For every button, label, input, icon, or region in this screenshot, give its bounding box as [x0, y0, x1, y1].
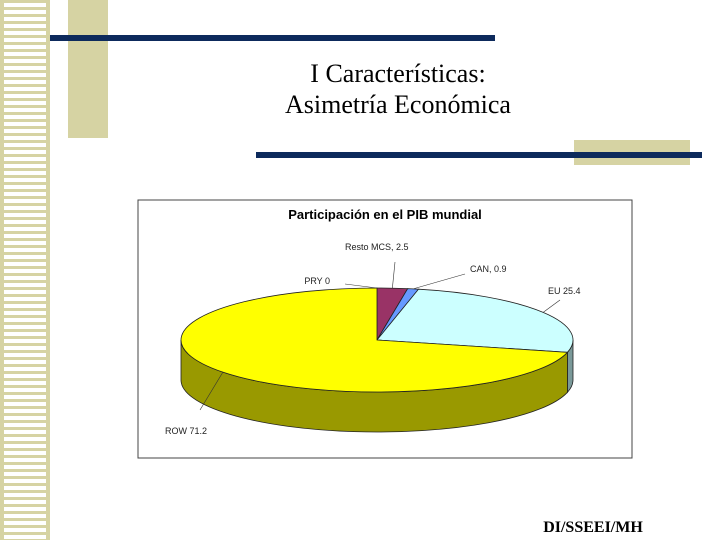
stripe	[4, 290, 46, 294]
stripe	[4, 87, 46, 91]
stripe	[4, 360, 46, 364]
data-label: CAN, 0.9	[470, 264, 507, 274]
stripe	[4, 458, 46, 462]
stripe	[4, 381, 46, 385]
stripe	[4, 444, 46, 448]
stripe	[4, 521, 46, 525]
stripe	[4, 45, 46, 49]
stripe	[4, 136, 46, 140]
stripe	[4, 395, 46, 399]
stripe	[4, 346, 46, 350]
stripe	[4, 437, 46, 441]
stripe	[4, 178, 46, 182]
stripe	[4, 374, 46, 378]
leader-line	[199, 371, 224, 411]
stripe	[4, 493, 46, 497]
stripe	[4, 500, 46, 504]
pie: PRY 0 Resto MCS, 2.5 CAN, 0.9 EU 25.4 ROW 71…	[165, 242, 581, 436]
slide-title: I Características:	[310, 59, 485, 88]
stripe	[4, 150, 46, 154]
stripe	[4, 276, 46, 280]
leader-line	[392, 261, 396, 289]
stripe	[4, 206, 46, 210]
stripe	[4, 402, 46, 406]
stripe	[4, 304, 46, 308]
stripe	[4, 535, 46, 539]
stripe	[4, 171, 46, 175]
stripe	[4, 367, 46, 371]
stripe	[4, 227, 46, 231]
leader-line	[413, 273, 466, 290]
stripe	[4, 17, 46, 21]
stripe	[4, 192, 46, 196]
stripe	[4, 157, 46, 161]
stripe	[4, 465, 46, 469]
stripe	[4, 325, 46, 329]
stripe	[4, 185, 46, 189]
stripe	[4, 80, 46, 84]
leader-line	[344, 283, 378, 289]
stripe	[4, 388, 46, 392]
data-label: ROW 71.2	[165, 426, 207, 436]
stripe	[4, 507, 46, 511]
stripe	[4, 220, 46, 224]
stripe	[4, 234, 46, 238]
stripe	[4, 528, 46, 532]
footer: DI/SSEEI/MH	[543, 519, 643, 536]
stripe	[4, 3, 46, 7]
stripe	[4, 416, 46, 420]
data-label: EU 25.4	[548, 286, 581, 296]
stripe	[4, 66, 46, 70]
data-label: PRY 0	[304, 276, 330, 286]
stripe	[4, 199, 46, 203]
stripe	[4, 297, 46, 301]
stripe	[4, 262, 46, 266]
stripe	[4, 38, 46, 42]
stripe	[4, 451, 46, 455]
stripe	[4, 10, 46, 14]
stripe	[4, 241, 46, 245]
stripe	[4, 31, 46, 35]
beige-block	[68, 0, 108, 138]
pie-slice	[376, 288, 574, 353]
stripe	[4, 73, 46, 77]
leader-line	[542, 299, 561, 313]
stripe	[4, 269, 46, 273]
stripe	[4, 94, 46, 98]
slide-title: Asimetría Económica	[285, 90, 511, 119]
stripe	[4, 479, 46, 483]
stripe	[4, 108, 46, 112]
stripe	[4, 59, 46, 63]
stripe	[4, 332, 46, 336]
stripe	[4, 122, 46, 126]
stripe	[4, 101, 46, 105]
stripe	[4, 283, 46, 287]
stripe	[4, 514, 46, 518]
stripe	[4, 472, 46, 476]
stripe	[4, 311, 46, 315]
stripe	[4, 423, 46, 427]
chart-title: Participación en el PIB mundial	[288, 207, 482, 222]
stripe	[4, 409, 46, 413]
stripe-band	[0, 0, 50, 540]
stripe	[4, 248, 46, 252]
stripe	[4, 52, 46, 56]
stripe	[4, 339, 46, 343]
stripe	[4, 115, 46, 119]
stripe	[4, 164, 46, 168]
stripe	[4, 318, 46, 322]
stripe	[4, 255, 46, 259]
stripe	[4, 213, 46, 217]
stripe	[4, 486, 46, 490]
pie-slice	[180, 287, 569, 393]
stripe	[4, 430, 46, 434]
data-label: Resto MCS, 2.5	[345, 242, 409, 252]
stripe	[4, 129, 46, 133]
stripe	[4, 353, 46, 357]
stripe	[4, 24, 46, 28]
stripe	[4, 143, 46, 147]
